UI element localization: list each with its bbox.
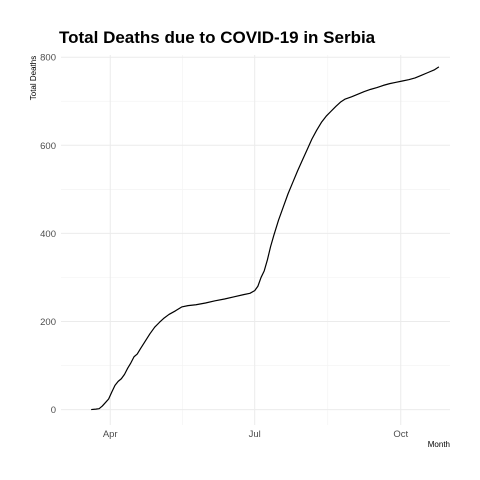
y-tick-label: 600	[40, 141, 56, 152]
minor-gridlines	[61, 55, 450, 425]
series-group	[91, 66, 440, 411]
y-tick-label: 800	[40, 53, 56, 64]
chart-title: Total Deaths due to COVID-19 in Serbia	[59, 28, 376, 47]
x-axis-tick-labels: Apr Jul Oct	[103, 429, 409, 440]
x-tick-label: Apr	[103, 429, 118, 440]
x-axis-label: Month	[428, 440, 450, 449]
x-tick-label: Jul	[249, 429, 261, 440]
y-tick-label: 200	[40, 317, 56, 328]
y-tick-label: 0	[51, 405, 56, 416]
y-tick-label: 400	[40, 229, 56, 240]
y-axis-tick-labels: 0 200 400 600 800	[40, 53, 56, 416]
series-line-total-deaths	[91, 66, 440, 411]
major-gridlines	[61, 55, 450, 425]
y-axis-label: Total Deaths	[29, 56, 38, 100]
x-tick-label: Oct	[393, 429, 408, 440]
